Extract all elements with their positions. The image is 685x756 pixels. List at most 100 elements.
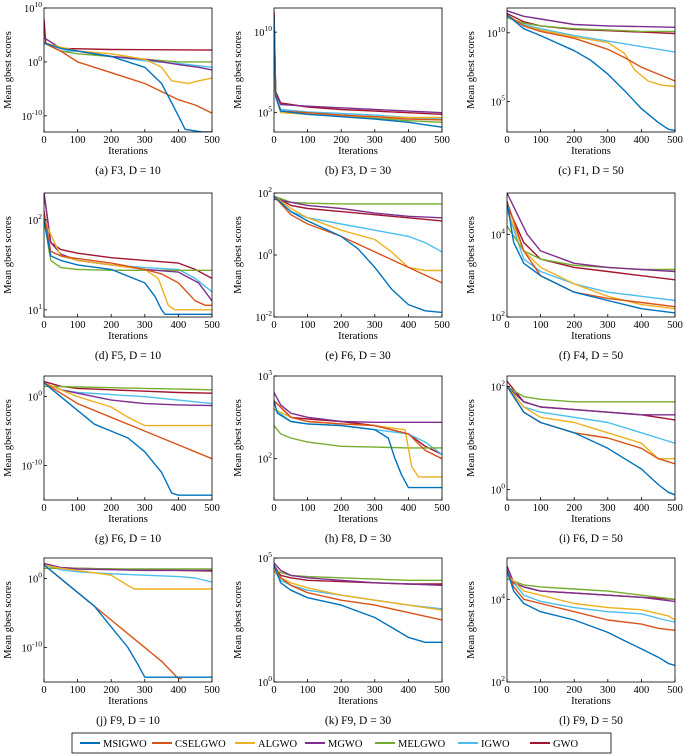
x-tick-label: 0 <box>504 685 509 696</box>
x-axis-label: Iterations <box>338 331 378 342</box>
y-tick-label: 103 <box>258 368 273 383</box>
plot-frame <box>273 375 443 501</box>
y-tick-label: 10-10 <box>22 640 43 655</box>
x-tick-label: 200 <box>566 135 582 146</box>
series-line <box>507 578 675 600</box>
x-tick-label: 0 <box>504 503 509 514</box>
x-tick-label: 400 <box>634 320 650 331</box>
series-line <box>507 16 675 33</box>
series-line <box>274 400 442 460</box>
x-tick-label: 200 <box>103 503 119 514</box>
panel-caption: (k) F9, D = 30 <box>325 715 391 727</box>
y-axis-label: Mean gbest scores <box>233 399 244 477</box>
series-line <box>507 201 675 314</box>
chart-panel: 0 100 200 300 400 500 102 103 Iterations Mean gbe… <box>233 368 450 545</box>
series-line <box>274 562 442 586</box>
panel-caption: (d) F5, D = 10 <box>95 350 161 362</box>
series-line <box>44 219 212 271</box>
series-line <box>44 219 212 293</box>
series-line <box>507 385 675 416</box>
series-line <box>507 201 675 308</box>
legend-item: CSELGWO <box>152 739 226 750</box>
plot-frame <box>43 192 213 318</box>
x-tick-label: 300 <box>137 503 153 514</box>
x-tick-label: 300 <box>367 135 383 146</box>
series-line <box>274 565 442 621</box>
series-line <box>44 564 212 678</box>
x-tick-label: 0 <box>271 135 276 146</box>
series-line <box>274 16 442 128</box>
x-tick-label: 300 <box>600 320 616 331</box>
x-tick-label: 300 <box>600 685 616 696</box>
x-tick-label: 300 <box>367 685 383 696</box>
series-line <box>507 15 675 53</box>
x-tick-label: 100 <box>533 320 549 331</box>
x-tick-label: 500 <box>204 503 220 514</box>
x-tick-label: 500 <box>204 135 220 146</box>
series-line <box>44 42 212 132</box>
series-line <box>507 205 675 281</box>
series-line <box>44 193 212 302</box>
x-tick-label: 0 <box>271 320 276 331</box>
y-tick-label: 105 <box>258 105 273 120</box>
x-tick-label: 200 <box>103 135 119 146</box>
panel-caption: (g) F6, D = 10 <box>95 533 161 545</box>
chart-panel: 0 100 200 300 400 500 10-2 100 102 Iterations Mean… <box>233 185 450 362</box>
x-tick-label: 500 <box>434 685 450 696</box>
series-line <box>44 219 212 315</box>
series-line <box>507 574 675 623</box>
y-tick-label: 1010 <box>254 24 272 39</box>
x-tick-label: 300 <box>367 503 383 514</box>
x-tick-label: 0 <box>41 135 46 146</box>
y-axis-label: Mean gbest scores <box>3 216 14 294</box>
x-tick-label: 500 <box>434 320 450 331</box>
series-line <box>507 385 675 496</box>
x-tick-label: 0 <box>271 503 276 514</box>
series-line <box>274 195 442 272</box>
plot-frame <box>273 192 443 318</box>
plot-frame <box>43 375 213 501</box>
y-tick-label: 1010 <box>24 0 42 15</box>
x-tick-label: 300 <box>600 135 616 146</box>
series-line <box>44 193 212 280</box>
y-axis-label: Mean gbest scores <box>466 399 477 477</box>
x-tick-label: 500 <box>434 135 450 146</box>
x-tick-label: 100 <box>70 320 86 331</box>
legend-item: MSIGWO <box>80 739 147 750</box>
series-line <box>507 574 675 621</box>
series-line <box>507 193 675 273</box>
series-line <box>274 425 442 449</box>
series-line <box>274 565 442 643</box>
y-axis-label: Mean gbest scores <box>466 31 477 109</box>
legend-item: MGWO <box>305 739 363 750</box>
x-axis-label: Iterations <box>571 696 611 707</box>
x-tick-label: 300 <box>600 503 616 514</box>
y-tick-label: 104 <box>491 226 506 241</box>
x-axis-label: Iterations <box>338 514 378 525</box>
series-line <box>274 195 442 205</box>
x-axis-label: Iterations <box>108 146 148 157</box>
y-tick-label: 100 <box>258 247 273 262</box>
x-tick-label: 100 <box>70 503 86 514</box>
x-tick-label: 200 <box>333 135 349 146</box>
series-line <box>507 570 675 667</box>
x-tick-label: 500 <box>204 685 220 696</box>
x-axis-label: Iterations <box>108 696 148 707</box>
legend-label: ALGWO <box>258 739 297 750</box>
plot-frame <box>506 192 676 318</box>
x-tick-label: 0 <box>41 685 46 696</box>
series-line <box>507 209 675 310</box>
panel-caption: (c) F1, D = 50 <box>558 165 624 177</box>
y-tick-label: 10-10 <box>22 108 43 123</box>
chart-panel: 0 100 200 300 400 500 10-10 100 Iterations Mean g… <box>3 375 220 545</box>
x-tick-label: 400 <box>401 503 417 514</box>
legend-item: GWO <box>530 739 578 750</box>
plot-frame <box>43 7 213 133</box>
y-tick-label: 101 <box>28 302 43 317</box>
x-axis-label: Iterations <box>571 146 611 157</box>
panel-caption: (f) F4, D = 50 <box>559 350 624 362</box>
legend-label: GWO <box>553 739 578 750</box>
y-tick-label: 10-2 <box>255 309 272 324</box>
